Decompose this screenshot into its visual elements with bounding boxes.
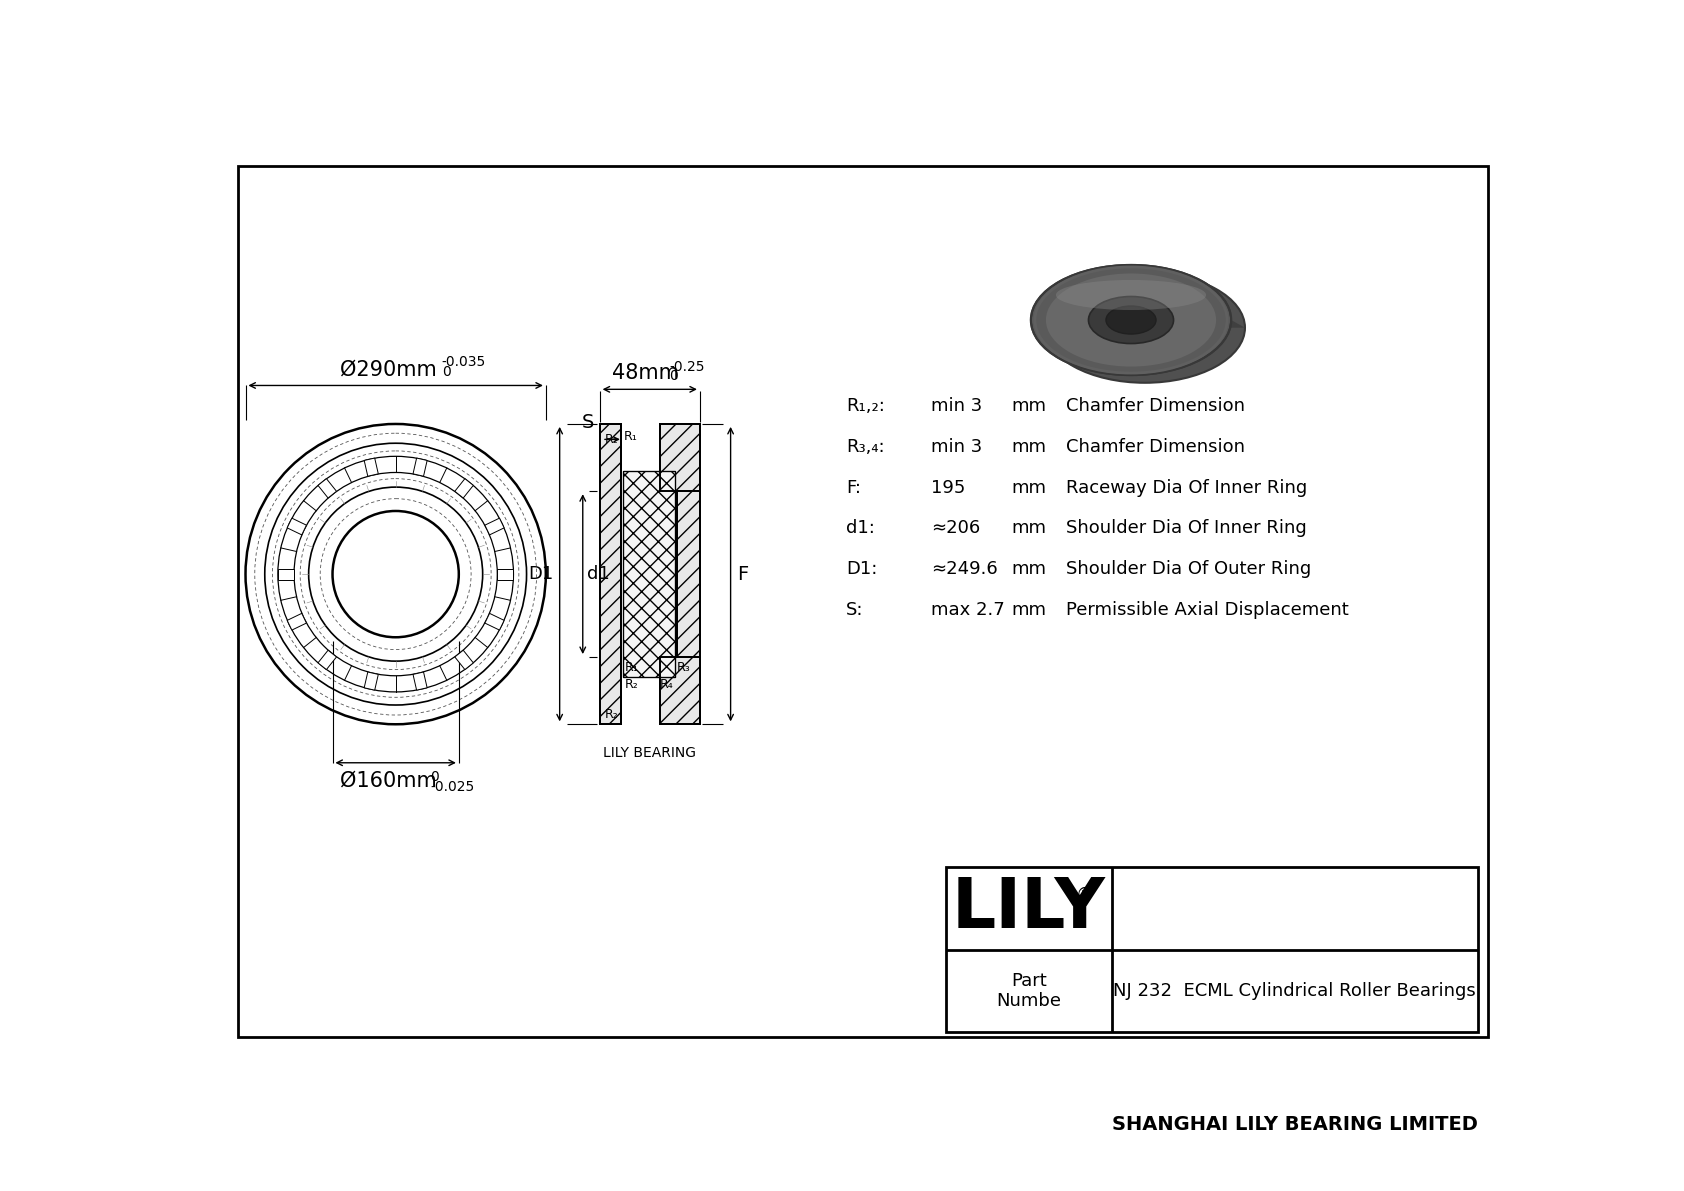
Polygon shape xyxy=(660,424,701,491)
Ellipse shape xyxy=(1046,274,1216,367)
Text: R₁: R₁ xyxy=(623,430,637,443)
Text: R₂: R₂ xyxy=(605,709,618,722)
Text: S: S xyxy=(583,412,594,431)
Text: R₂: R₂ xyxy=(625,679,638,692)
Ellipse shape xyxy=(1088,297,1174,343)
Text: Chamfer Dimension: Chamfer Dimension xyxy=(1066,438,1244,456)
Text: max 2.7: max 2.7 xyxy=(931,601,1005,619)
Text: mm: mm xyxy=(1012,560,1047,579)
Text: Permissible Axial Displacement: Permissible Axial Displacement xyxy=(1066,601,1349,619)
Text: min 3: min 3 xyxy=(931,397,982,414)
Text: F:: F: xyxy=(845,479,861,497)
Ellipse shape xyxy=(1056,280,1206,310)
Polygon shape xyxy=(1031,320,1244,328)
Polygon shape xyxy=(413,459,428,476)
Ellipse shape xyxy=(1044,273,1244,382)
Polygon shape xyxy=(485,518,504,535)
Text: R₃: R₃ xyxy=(677,661,690,674)
Text: Part
Numbe: Part Numbe xyxy=(997,972,1061,1010)
Text: R₁: R₁ xyxy=(625,661,638,674)
Text: SHANGHAI LILY BEARING LIMITED: SHANGHAI LILY BEARING LIMITED xyxy=(1111,1116,1477,1135)
Text: -0.025: -0.025 xyxy=(431,780,475,794)
Text: NJ 232  ECML Cylindrical Roller Bearings: NJ 232 ECML Cylindrical Roller Bearings xyxy=(1113,983,1475,1000)
Text: LILY BEARING: LILY BEARING xyxy=(603,746,695,760)
Text: ≈206: ≈206 xyxy=(931,519,980,537)
Text: mm: mm xyxy=(1012,438,1047,456)
Polygon shape xyxy=(660,657,701,724)
Text: d1:: d1: xyxy=(845,519,876,537)
Polygon shape xyxy=(455,479,473,498)
Polygon shape xyxy=(485,613,504,630)
Text: 48mm: 48mm xyxy=(613,363,679,384)
Text: R₂: R₂ xyxy=(605,434,618,447)
Polygon shape xyxy=(497,569,514,580)
Polygon shape xyxy=(600,424,621,724)
Polygon shape xyxy=(364,459,379,476)
Polygon shape xyxy=(413,672,428,690)
Text: mm: mm xyxy=(1012,601,1047,619)
Text: 195: 195 xyxy=(931,479,965,497)
Polygon shape xyxy=(318,479,337,498)
Text: Ø160mm: Ø160mm xyxy=(340,771,436,791)
Text: min 3: min 3 xyxy=(931,438,982,456)
Text: ®: ® xyxy=(1076,885,1093,904)
Text: Shoulder Dia Of Inner Ring: Shoulder Dia Of Inner Ring xyxy=(1066,519,1307,537)
Bar xyxy=(946,867,1477,1033)
Text: S:: S: xyxy=(845,601,864,619)
Text: ≈249.6: ≈249.6 xyxy=(931,560,997,579)
Polygon shape xyxy=(278,569,295,580)
Text: D1:: D1: xyxy=(845,560,877,579)
Text: F: F xyxy=(738,565,748,584)
Ellipse shape xyxy=(1106,306,1155,333)
Ellipse shape xyxy=(1031,264,1231,375)
Text: -0.25: -0.25 xyxy=(669,360,704,374)
Text: D1: D1 xyxy=(529,565,554,584)
Text: 0: 0 xyxy=(431,771,440,785)
Text: R₃,₄:: R₃,₄: xyxy=(845,438,884,456)
Polygon shape xyxy=(455,650,473,669)
Polygon shape xyxy=(364,672,379,690)
Polygon shape xyxy=(318,650,337,669)
Polygon shape xyxy=(677,491,701,657)
Text: mm: mm xyxy=(1012,479,1047,497)
Polygon shape xyxy=(623,472,675,676)
Polygon shape xyxy=(288,518,306,535)
Text: mm: mm xyxy=(1012,397,1047,414)
Text: d1: d1 xyxy=(586,565,610,584)
Text: R₁,₂:: R₁,₂: xyxy=(845,397,886,414)
Text: 0: 0 xyxy=(441,366,451,379)
Text: -0.035: -0.035 xyxy=(441,355,487,368)
Text: 0: 0 xyxy=(669,369,677,384)
Text: Shoulder Dia Of Outer Ring: Shoulder Dia Of Outer Ring xyxy=(1066,560,1310,579)
Polygon shape xyxy=(288,613,306,630)
Text: mm: mm xyxy=(1012,519,1047,537)
Text: LILY: LILY xyxy=(951,875,1106,942)
Text: R₄: R₄ xyxy=(660,679,674,692)
Text: Raceway Dia Of Inner Ring: Raceway Dia Of Inner Ring xyxy=(1066,479,1307,497)
Text: Ø290mm: Ø290mm xyxy=(340,360,436,379)
Text: Chamfer Dimension: Chamfer Dimension xyxy=(1066,397,1244,414)
